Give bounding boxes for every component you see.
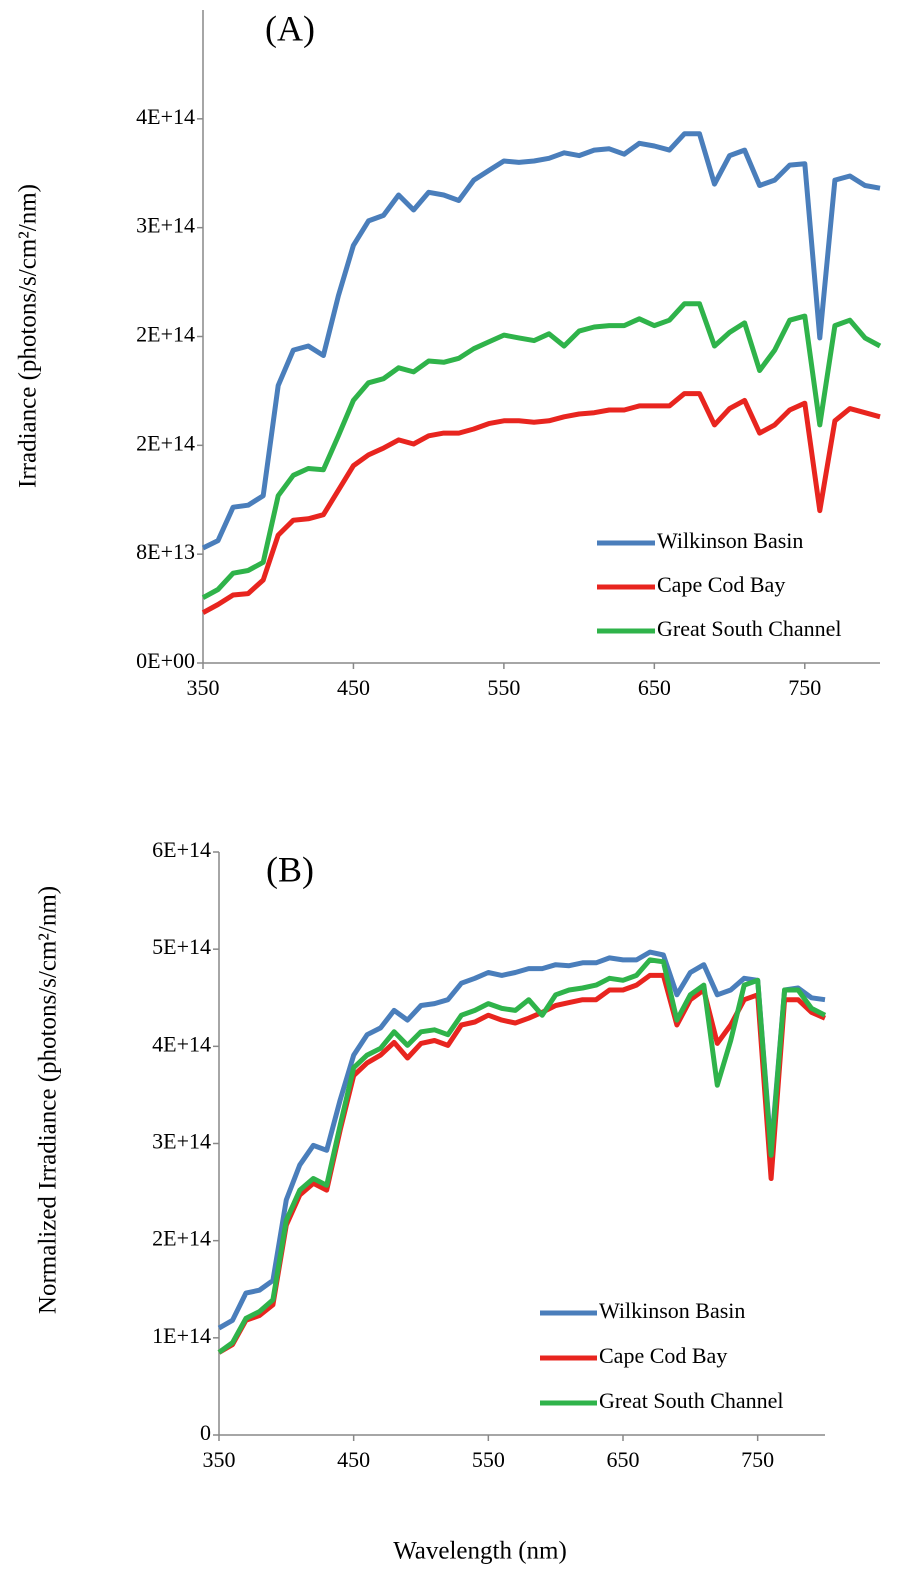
- y-tick-label: 1E+14: [152, 1323, 211, 1348]
- y-tick-label: 0: [200, 1420, 211, 1445]
- x-tick-label: 550: [487, 675, 520, 700]
- chart-title: (B): [266, 849, 314, 889]
- series-line: [217, 972, 827, 1355]
- y-tick-label: 4E+14: [152, 1031, 211, 1056]
- x-tick-label: 450: [337, 1447, 370, 1472]
- x-tick-label: 450: [337, 675, 370, 700]
- series-line: [201, 131, 881, 551]
- y-tick-label: 6E+14: [152, 837, 211, 862]
- y-tick-label: 3E+14: [136, 213, 195, 238]
- y-tick-label: 5E+14: [152, 934, 211, 959]
- y-tick-label: 8E+13: [136, 539, 195, 564]
- series-line: [201, 391, 881, 615]
- y-axis-label: Irradiance (photons/s/cm²/nm): [15, 184, 42, 488]
- legend-label: Great South Channel: [657, 616, 842, 641]
- y-tick-label: 0E+00: [136, 648, 195, 673]
- y-tick-label: 2E+14: [136, 430, 195, 455]
- x-axis-label: Wavelength (nm): [393, 1538, 567, 1565]
- x-tick-label: 350: [203, 1447, 236, 1472]
- y-tick-label: 2E+14: [152, 1226, 211, 1251]
- legend-label: Wilkinson Basin: [599, 1298, 745, 1323]
- chart-title: (A): [265, 8, 315, 48]
- y-tick-label: 3E+14: [152, 1129, 211, 1154]
- y-tick-label: 4E+14: [136, 104, 195, 129]
- x-tick-label: 650: [638, 675, 671, 700]
- legend-label: Cape Cod Bay: [599, 1343, 727, 1368]
- y-tick-label: 2E+14: [136, 322, 195, 347]
- series-line: [217, 957, 827, 1355]
- x-tick-label: 350: [187, 675, 220, 700]
- x-tick-label: 550: [472, 1447, 505, 1472]
- series-line: [217, 949, 826, 1331]
- legend-label: Great South Channel: [599, 1388, 784, 1413]
- legend-label: Wilkinson Basin: [657, 528, 803, 553]
- legend-label: Cape Cod Bay: [657, 572, 785, 597]
- y-axis-label: Normalized Irradiance (photons/s/cm²/nm): [35, 886, 62, 1314]
- series-line: [201, 301, 882, 600]
- x-tick-label: 750: [788, 675, 821, 700]
- x-tick-label: 650: [607, 1447, 640, 1472]
- x-tick-label: 750: [741, 1447, 774, 1472]
